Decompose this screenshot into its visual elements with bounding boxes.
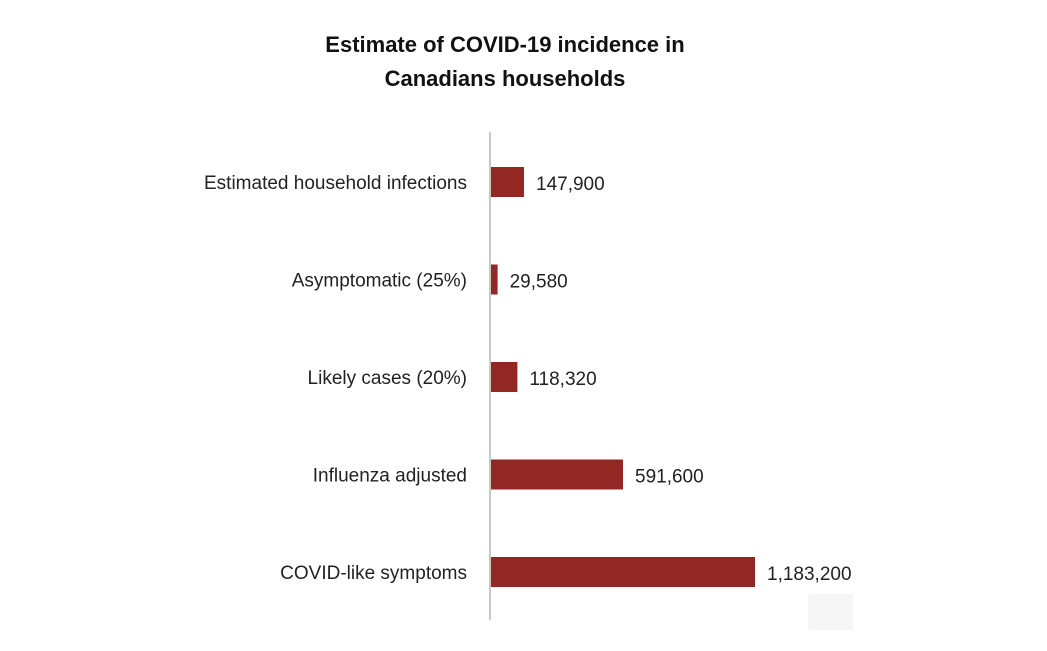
bar-1	[491, 264, 498, 295]
data-label-0: 147,900	[536, 174, 605, 195]
data-label-4: 1,183,200	[767, 564, 852, 585]
data-label-1: 29,580	[510, 272, 568, 293]
chart-title-line-2: Canadians households	[384, 66, 626, 91]
chart-title: Estimate of COVID-19 incidence in Canadi…	[0, 28, 1010, 96]
bars-layer	[491, 167, 755, 587]
bar-3	[491, 459, 623, 490]
bar-2	[491, 362, 518, 392]
category-label-4: COVID-like symptoms	[280, 563, 467, 584]
chart-title-line-1: Estimate of COVID-19 incidence in	[325, 32, 685, 57]
category-label-3: Influenza adjusted	[313, 466, 467, 487]
corner-widget	[808, 594, 853, 630]
labels-layer: Estimated household infections 147,900 Asy…	[204, 173, 852, 585]
bar-0	[491, 167, 524, 197]
bar-4	[491, 557, 755, 587]
category-label-1: Asymptomatic (25%)	[292, 271, 467, 292]
data-label-2: 118,320	[529, 369, 596, 390]
category-label-0: Estimated household infections	[204, 173, 467, 194]
data-label-3: 591,600	[635, 467, 704, 488]
category-label-2: Likely cases (20%)	[308, 368, 467, 389]
